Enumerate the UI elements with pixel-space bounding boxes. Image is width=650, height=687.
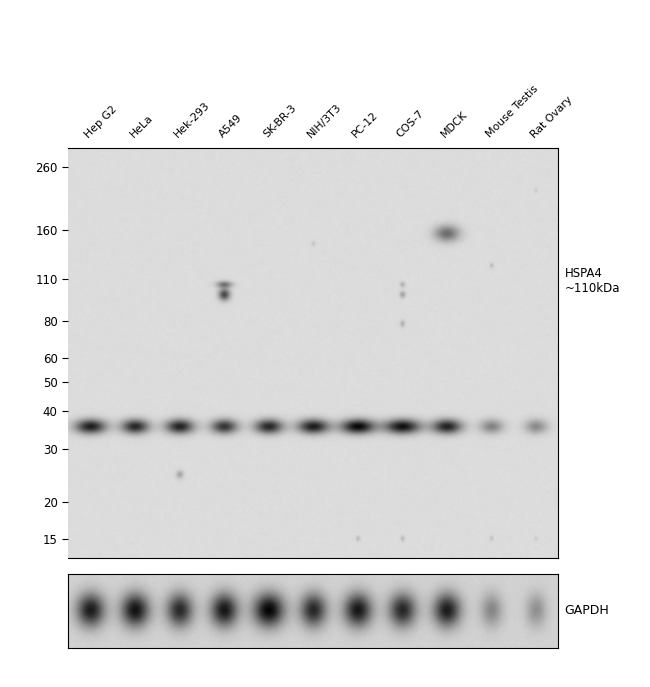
Text: NIH/3T3: NIH/3T3 — [306, 102, 344, 139]
Text: GAPDH: GAPDH — [565, 605, 610, 618]
Text: A549: A549 — [217, 113, 244, 139]
Text: MDCK: MDCK — [439, 110, 470, 139]
Text: COS-7: COS-7 — [395, 109, 426, 139]
Text: PC-12: PC-12 — [350, 110, 380, 139]
Text: HSPA4
~110kDa: HSPA4 ~110kDa — [565, 267, 620, 295]
Text: Hek-293: Hek-293 — [172, 100, 212, 139]
Text: Mouse Testis: Mouse Testis — [484, 84, 540, 139]
Text: Hep G2: Hep G2 — [83, 104, 119, 139]
Text: Rat Ovary: Rat Ovary — [528, 94, 574, 139]
Text: HeLa: HeLa — [128, 113, 155, 139]
Text: SK-BR-3: SK-BR-3 — [261, 103, 298, 139]
